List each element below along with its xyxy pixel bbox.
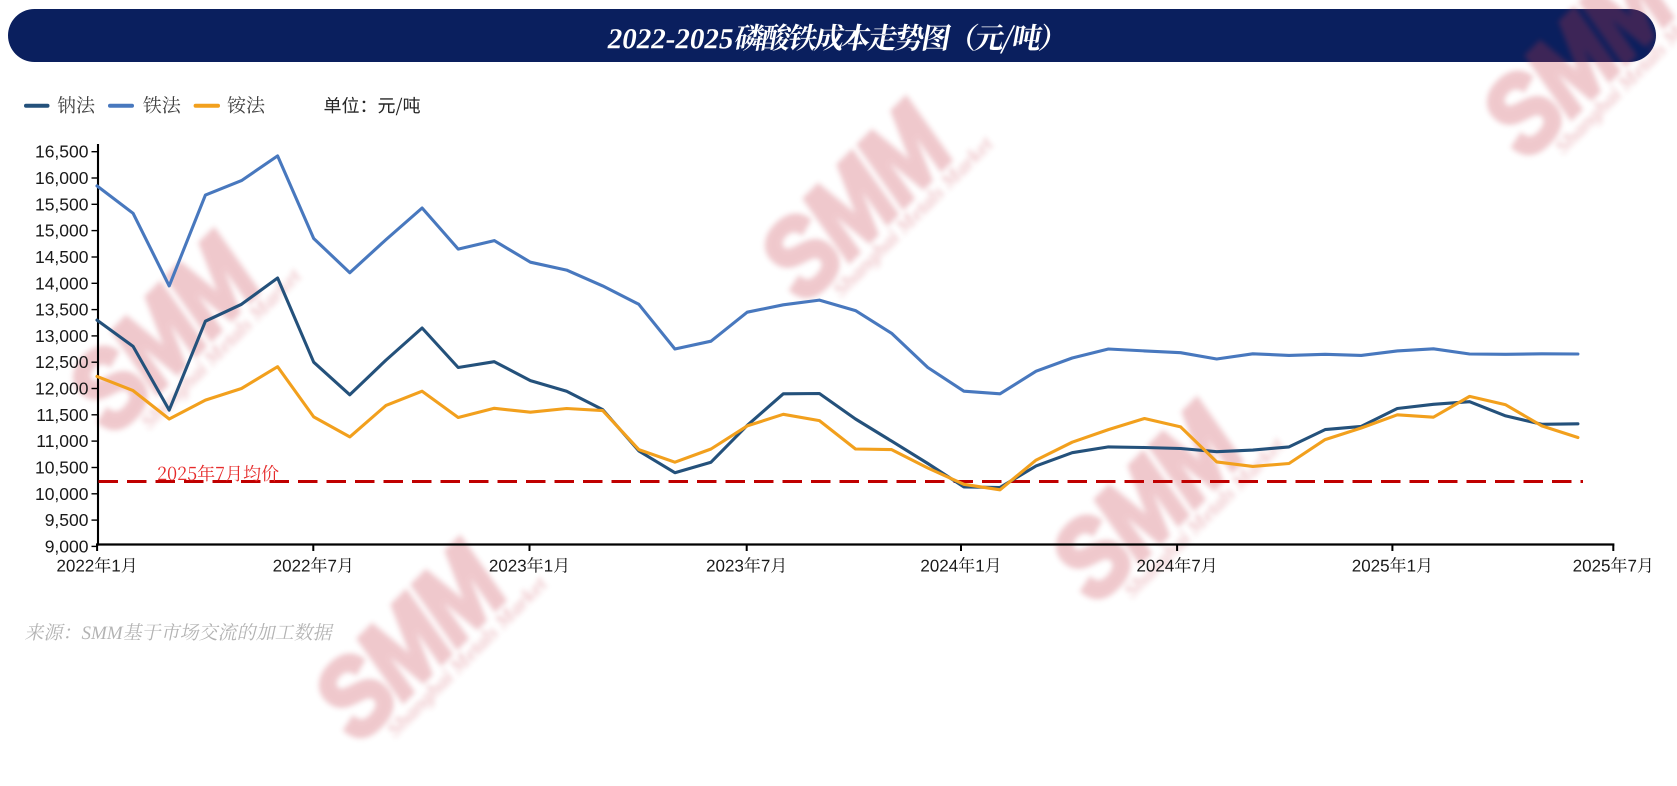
svg-text:16,500: 16,500: [35, 142, 89, 162]
svg-text:13,000: 13,000: [35, 326, 89, 346]
svg-text:11,000: 11,000: [36, 431, 88, 451]
svg-text:14,500: 14,500: [35, 247, 89, 267]
svg-text:9,500: 9,500: [45, 510, 89, 530]
svg-text:14,000: 14,000: [35, 273, 89, 293]
svg-text:15,500: 15,500: [35, 194, 89, 214]
svg-text:9,000: 9,000: [45, 536, 89, 556]
svg-text:10,500: 10,500: [35, 458, 89, 478]
svg-text:13,500: 13,500: [35, 300, 89, 320]
svg-text:10,000: 10,000: [35, 484, 89, 504]
svg-text:15,000: 15,000: [35, 221, 89, 241]
svg-text:16,000: 16,000: [35, 168, 89, 188]
svg-text:12,500: 12,500: [35, 352, 89, 372]
svg-text:12,000: 12,000: [35, 379, 89, 399]
svg-text:11,500: 11,500: [36, 405, 88, 425]
